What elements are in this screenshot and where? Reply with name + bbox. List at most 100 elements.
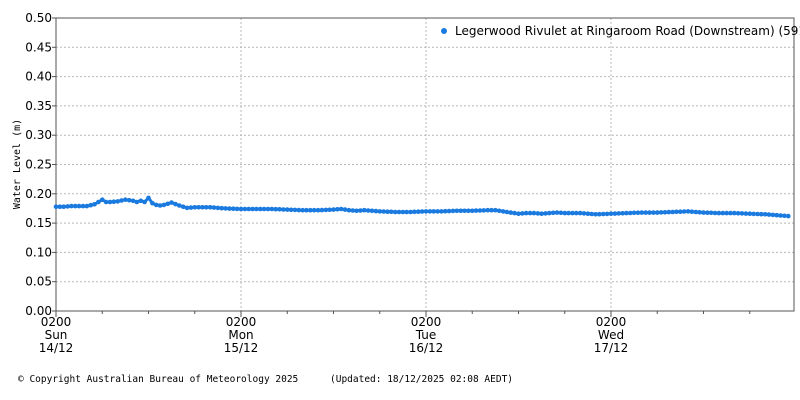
data-point	[539, 211, 544, 216]
data-point	[481, 208, 487, 213]
data-point	[107, 199, 113, 205]
y-tick-label: 0.45	[25, 40, 52, 54]
data-point	[207, 205, 213, 210]
y-tick-label: 0.25	[25, 158, 52, 172]
data-point	[658, 210, 664, 215]
data-point	[466, 208, 471, 214]
data-point	[547, 210, 552, 216]
data-point	[581, 211, 587, 216]
data-point	[747, 211, 753, 216]
data-point	[76, 203, 82, 209]
data-point	[446, 208, 452, 214]
data-point	[204, 205, 209, 210]
data-point	[631, 210, 637, 216]
x-tick-label: Mon	[228, 328, 253, 342]
data-point	[593, 212, 598, 217]
data-point	[292, 207, 298, 213]
data-point	[766, 212, 772, 217]
data-point	[508, 210, 514, 215]
data-point	[146, 195, 151, 201]
data-point	[150, 200, 155, 206]
data-point	[720, 210, 726, 216]
x-tick-label: 0200	[226, 315, 257, 329]
data-point	[92, 202, 97, 207]
x-tick-label: Tue	[415, 328, 437, 342]
data-point	[423, 209, 429, 214]
data-point	[65, 204, 70, 209]
data-point	[285, 207, 290, 212]
data-point	[693, 209, 699, 215]
data-point	[662, 210, 668, 215]
data-point	[577, 210, 583, 216]
data-point	[69, 203, 74, 209]
data-point	[369, 208, 375, 214]
data-point	[200, 205, 205, 210]
data-point	[180, 204, 186, 209]
data-point	[265, 206, 271, 212]
y-tick-label: 0.15	[25, 216, 52, 230]
y-tick-label: 0.10	[25, 245, 52, 259]
data-point	[219, 205, 224, 211]
data-point	[192, 205, 198, 210]
data-point	[443, 208, 448, 214]
data-point	[759, 211, 764, 217]
data-point	[431, 209, 437, 214]
data-point	[527, 210, 533, 216]
data-point	[489, 207, 494, 213]
data-point	[362, 207, 367, 213]
data-point	[223, 206, 228, 211]
data-point	[628, 210, 633, 216]
data-point	[412, 209, 417, 215]
data-point	[458, 208, 464, 214]
x-tick-label: 14/12	[39, 341, 74, 355]
data-point	[300, 207, 306, 213]
data-point	[254, 206, 259, 212]
data-point	[512, 210, 517, 216]
data-point	[381, 209, 386, 214]
x-tick-label: 0200	[596, 315, 627, 329]
data-point	[173, 201, 178, 207]
legend-marker	[441, 28, 447, 34]
data-point	[227, 206, 232, 211]
data-point	[57, 204, 63, 209]
y-tick-label: 0.30	[25, 128, 52, 142]
data-point	[674, 209, 679, 215]
data-point	[473, 208, 479, 213]
data-point	[281, 207, 286, 212]
data-point	[778, 213, 783, 218]
x-tick-label: 0200	[411, 315, 442, 329]
data-point	[585, 211, 591, 216]
data-point	[439, 209, 444, 214]
data-point	[496, 208, 502, 214]
data-point	[365, 208, 371, 213]
data-point	[477, 208, 483, 213]
data-point	[520, 211, 525, 216]
data-point	[250, 206, 255, 212]
data-point	[261, 206, 267, 212]
data-point	[327, 207, 332, 213]
data-point	[643, 210, 648, 215]
data-point	[701, 210, 706, 215]
data-point	[639, 210, 645, 215]
data-point	[404, 209, 410, 215]
data-point	[762, 212, 768, 217]
data-point	[389, 209, 394, 215]
data-point	[103, 199, 109, 205]
data-point	[358, 208, 363, 213]
data-point	[724, 210, 729, 216]
data-point	[516, 211, 521, 216]
y-tick-label: 0.20	[25, 187, 52, 201]
data-point	[735, 211, 741, 216]
data-point	[115, 199, 120, 204]
data-point	[61, 204, 66, 209]
data-point	[161, 202, 167, 208]
data-point	[655, 210, 660, 215]
data-point	[493, 207, 498, 213]
data-point	[620, 211, 625, 216]
data-point	[188, 205, 194, 210]
data-point	[732, 210, 737, 216]
data-point	[774, 212, 779, 218]
data-point	[315, 207, 321, 213]
series-points	[53, 195, 791, 219]
y-tick-label: 0.05	[25, 275, 52, 289]
